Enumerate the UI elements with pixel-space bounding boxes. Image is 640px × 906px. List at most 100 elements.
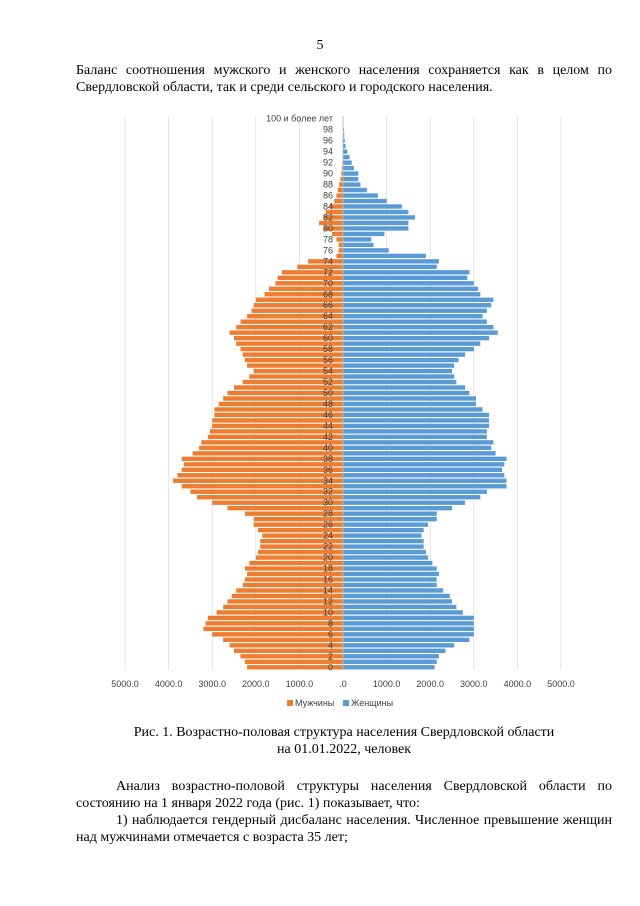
- bar-women: [343, 599, 452, 604]
- bar-men: [253, 368, 343, 374]
- bar-women: [343, 462, 505, 467]
- bar-men: [212, 632, 343, 637]
- bar-men: [341, 171, 343, 176]
- y-tick-label: 6: [328, 629, 333, 639]
- bar-women: [343, 489, 487, 494]
- bar-men: [319, 220, 343, 226]
- y-tick-label: 48: [323, 399, 333, 409]
- y-tick-label: 0: [328, 662, 333, 672]
- y-tick-label: 72: [323, 267, 333, 277]
- y-tick-label: 100 и более лет: [266, 114, 333, 124]
- x-tick-labels: 5000.0 4000.0 3000.0 2000.0 1000.0 .0 1000.0 20…: [111, 679, 575, 689]
- bar-women: [343, 544, 424, 549]
- bar-men: [223, 604, 343, 610]
- y-tick-label: 82: [323, 212, 333, 222]
- figure-caption: Рис. 1. Возрастно-половая структура насе…: [80, 724, 608, 758]
- bar-women: [343, 193, 378, 198]
- bar-women: [343, 187, 367, 193]
- bar-men: [247, 363, 343, 368]
- bar-men: [257, 527, 343, 533]
- bar-women: [343, 500, 466, 505]
- bar-men: [223, 637, 343, 643]
- bar-women: [343, 582, 437, 588]
- bar-women: [343, 401, 476, 407]
- bar-women: [343, 314, 483, 319]
- y-tick-label: 96: [323, 136, 333, 146]
- bar-women: [343, 516, 437, 522]
- bar-women: [343, 171, 359, 176]
- bar-women: [343, 303, 492, 308]
- bar-men: [262, 533, 343, 538]
- legend-men-label: Мужчины: [295, 698, 334, 708]
- y-tick-label: 26: [323, 520, 333, 530]
- bar-men: [207, 434, 343, 440]
- bar-women: [343, 281, 474, 286]
- bar-women: [343, 308, 487, 313]
- bar-men: [332, 231, 343, 237]
- bar-women: [343, 412, 490, 418]
- bar-women: [343, 527, 424, 533]
- y-tick-label: 42: [323, 432, 333, 442]
- intro-paragraph: Баланс соотношения мужского и женского н…: [76, 63, 612, 95]
- y-tick-label: 44: [323, 421, 333, 431]
- bar-men: [181, 484, 343, 489]
- bar-women: [343, 143, 346, 149]
- bar-women: [343, 352, 466, 357]
- bar-women: [343, 637, 470, 643]
- bar-women: [343, 621, 474, 626]
- bar-women: [343, 346, 474, 352]
- bar-women: [343, 505, 452, 511]
- bar-women: [343, 374, 455, 379]
- y-tick-label: 94: [323, 147, 333, 157]
- bar-women: [343, 209, 409, 215]
- bar-women: [343, 160, 352, 165]
- bar-women: [343, 259, 439, 264]
- bar-men: [247, 665, 343, 670]
- x-tick-label: 2000.0: [416, 679, 444, 689]
- bar-women: [343, 533, 422, 538]
- bar-women: [343, 275, 468, 281]
- y-tick-label: 66: [323, 300, 333, 310]
- bar-men: [240, 346, 343, 352]
- y-tick-label: 98: [323, 125, 333, 135]
- bar-men: [336, 253, 343, 259]
- bar-men: [177, 473, 343, 478]
- bar-women: [343, 286, 479, 291]
- bar-men: [212, 500, 343, 505]
- bar-women: [343, 270, 470, 275]
- bar-men: [183, 462, 343, 467]
- bar-women: [343, 538, 424, 544]
- bar-men: [325, 209, 343, 215]
- bar-women: [343, 632, 474, 637]
- bar-men: [308, 259, 343, 264]
- bar-men: [277, 275, 343, 281]
- bar-men: [336, 193, 343, 198]
- y-tick-label: 4: [328, 640, 333, 650]
- y-tick-label: 62: [323, 322, 333, 332]
- y-tick-label: 34: [323, 476, 333, 486]
- bar-women: [343, 560, 433, 566]
- bar-men: [242, 352, 343, 357]
- bar-men: [329, 204, 343, 209]
- population-pyramid-chart: 0246810121416182022242628303234363840424…: [111, 114, 575, 708]
- bar-women: [343, 341, 481, 346]
- bar-women: [343, 176, 359, 182]
- x-tick-label: 3000.0: [198, 679, 226, 689]
- y-tick-label: 16: [323, 574, 333, 584]
- bar-men: [247, 314, 343, 319]
- bar-women: [343, 165, 354, 171]
- x-tick-label: 2000.0: [242, 679, 270, 689]
- bar-men: [255, 297, 343, 302]
- legend-women-label: Женщины: [351, 698, 393, 708]
- bar-men: [249, 374, 343, 379]
- bar-men: [275, 281, 343, 286]
- bar-women: [343, 445, 492, 451]
- bar-men: [338, 242, 343, 248]
- y-tick-label: 38: [323, 454, 333, 464]
- bar-women: [343, 335, 490, 341]
- bar-women: [343, 473, 505, 478]
- bar-men: [244, 357, 343, 363]
- y-tick-label: 30: [323, 498, 333, 508]
- y-tick-label: 64: [323, 311, 333, 321]
- bar-men: [240, 654, 343, 659]
